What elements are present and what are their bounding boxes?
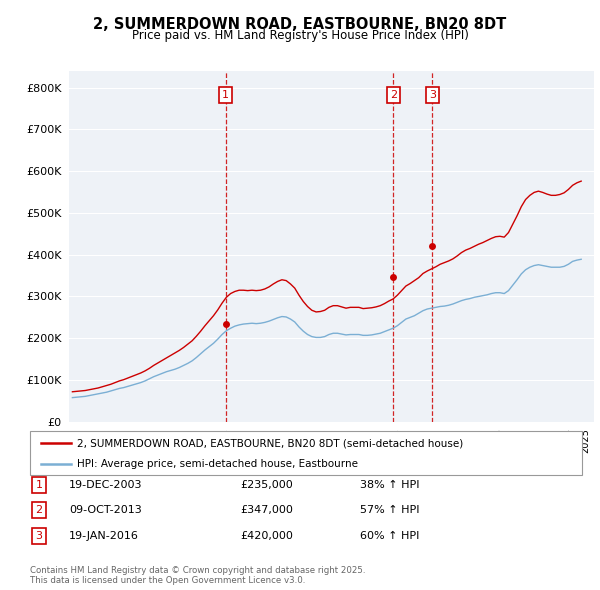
Text: 09-OCT-2013: 09-OCT-2013 [69, 506, 142, 515]
Text: 38% ↑ HPI: 38% ↑ HPI [360, 480, 419, 490]
Text: 2, SUMMERDOWN ROAD, EASTBOURNE, BN20 8DT (semi-detached house): 2, SUMMERDOWN ROAD, EASTBOURNE, BN20 8DT… [77, 438, 463, 448]
Text: Contains HM Land Registry data © Crown copyright and database right 2025.
This d: Contains HM Land Registry data © Crown c… [30, 566, 365, 585]
Text: £235,000: £235,000 [240, 480, 293, 490]
Text: 3: 3 [429, 90, 436, 100]
Text: £420,000: £420,000 [240, 531, 293, 540]
Text: 2: 2 [390, 90, 397, 100]
Text: 60% ↑ HPI: 60% ↑ HPI [360, 531, 419, 540]
Text: 19-JAN-2016: 19-JAN-2016 [69, 531, 139, 540]
Text: £347,000: £347,000 [240, 506, 293, 515]
Text: Price paid vs. HM Land Registry's House Price Index (HPI): Price paid vs. HM Land Registry's House … [131, 29, 469, 42]
Text: 2: 2 [35, 506, 43, 515]
Text: 1: 1 [222, 90, 229, 100]
Text: HPI: Average price, semi-detached house, Eastbourne: HPI: Average price, semi-detached house,… [77, 459, 358, 469]
Text: 19-DEC-2003: 19-DEC-2003 [69, 480, 143, 490]
Text: 2, SUMMERDOWN ROAD, EASTBOURNE, BN20 8DT: 2, SUMMERDOWN ROAD, EASTBOURNE, BN20 8DT [94, 17, 506, 31]
Text: 57% ↑ HPI: 57% ↑ HPI [360, 506, 419, 515]
Text: 3: 3 [35, 531, 43, 540]
Text: 1: 1 [35, 480, 43, 490]
